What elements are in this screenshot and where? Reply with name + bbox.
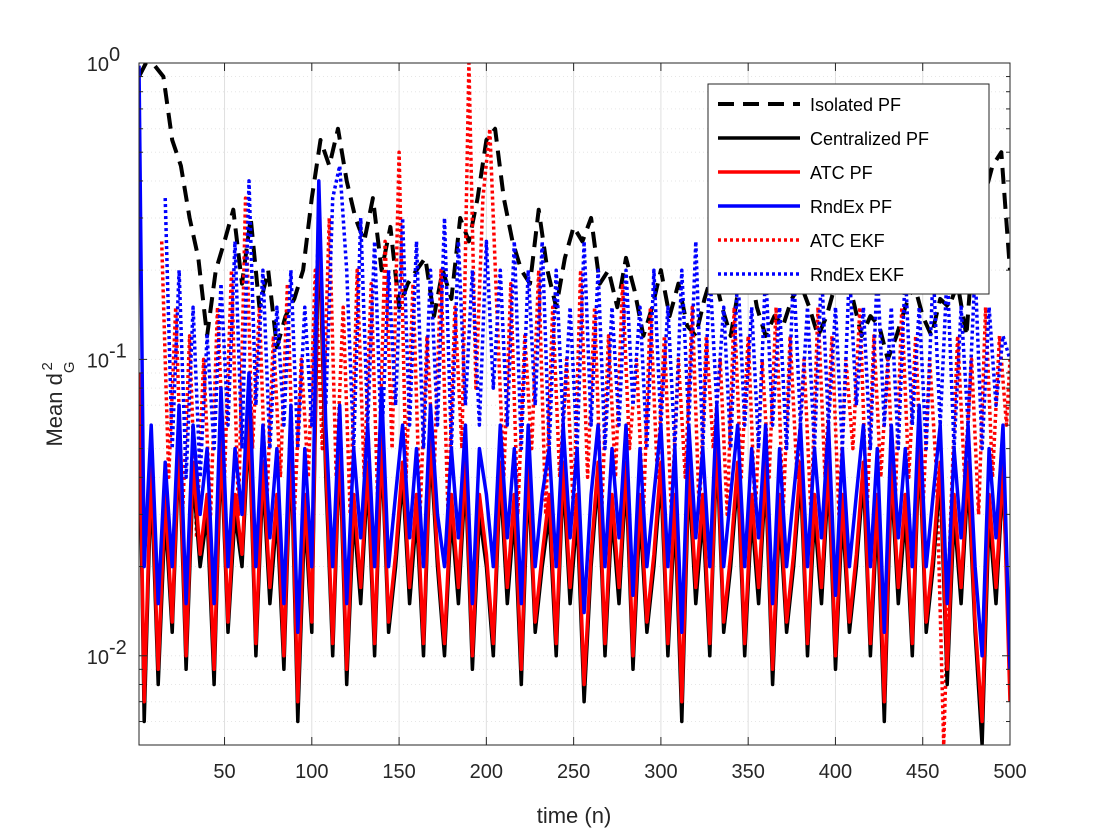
x-tick-label: 400: [819, 761, 852, 783]
y-tick-label: 10: [87, 54, 109, 76]
x-tick-labels: 50 100 150 200 250 300 350 400 450 500: [213, 761, 1026, 783]
legend-label: RndEx PF: [810, 197, 892, 217]
legend-label: Centralized PF: [810, 129, 929, 149]
y-tick-label: 10: [87, 647, 109, 669]
y-axis-label-subscript: G: [61, 361, 78, 373]
y-tick-label: 10: [87, 350, 109, 372]
x-tick-label: 250: [557, 761, 590, 783]
legend-label: ATC PF: [810, 163, 873, 183]
x-tick-label: 300: [644, 761, 677, 783]
x-tick-label: 450: [906, 761, 939, 783]
legend-label: ATC EKF: [810, 231, 885, 251]
series-group: [139, 63, 1010, 745]
y-tick-exponent: -2: [109, 637, 127, 659]
y-axis-label: Mean dG2: [39, 361, 78, 446]
x-tick-label: 50: [213, 761, 235, 783]
series-line-atc-pf: [139, 196, 1010, 724]
y-tick-exponent: 0: [109, 44, 120, 66]
x-tick-label: 500: [993, 761, 1026, 783]
x-tick-label: 350: [731, 761, 764, 783]
y-axis-label-superscript: 2: [39, 362, 56, 370]
legend-label: RndEx EKF: [810, 265, 904, 285]
series-line-rndex-ekf: [163, 164, 1010, 480]
x-tick-label: 200: [470, 761, 503, 783]
x-axis-label: time (n): [537, 803, 612, 828]
legend-box: [707, 83, 990, 295]
y-axis-label-prefix: Mean d: [42, 373, 67, 446]
axes-box: [138, 62, 1011, 746]
x-tick-label: 150: [382, 761, 415, 783]
y-tick-exponent: -1: [109, 340, 127, 362]
ticks: [139, 63, 1011, 746]
legend-label: Isolated PF: [810, 95, 901, 115]
x-tick-label: 100: [295, 761, 328, 783]
legend: Isolated PF Centralized PF ATC PF RndEx PF A…: [707, 83, 990, 295]
series-line-rndex-pf: [139, 65, 1010, 670]
